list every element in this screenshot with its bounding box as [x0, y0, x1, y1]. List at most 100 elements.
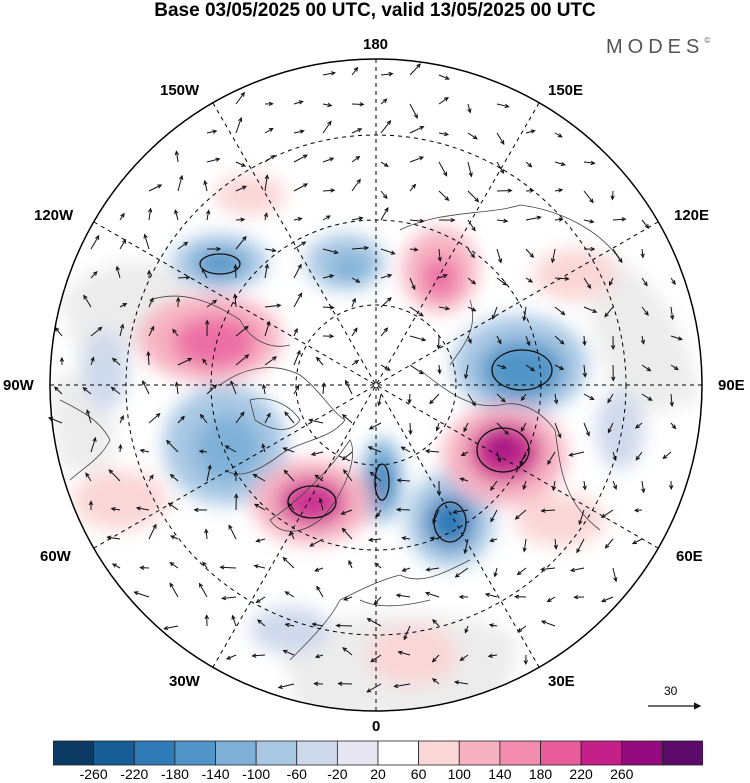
wind-vector: [254, 565, 266, 569]
wind-vector: [316, 357, 324, 366]
wind-vector: [467, 248, 475, 258]
wind-vector: [485, 593, 498, 598]
wind-vector: [293, 100, 303, 105]
wind-vector: [611, 190, 614, 200]
wind-vector: [342, 451, 353, 461]
wind-vector-head: [118, 443, 123, 449]
wind-vector: [525, 277, 533, 283]
map-disc-content: [50, 59, 702, 711]
wind-vector-head: [122, 238, 127, 244]
wind-vector-head: [335, 623, 341, 628]
colorbar-swatch: [255, 740, 298, 766]
wind-vector-head: [374, 562, 380, 568]
wind-vector: [148, 298, 154, 308]
wind-vector-head: [119, 323, 125, 329]
wind-vector: [496, 393, 506, 403]
wind-vector-head: [174, 209, 179, 215]
wind-vector-head: [435, 426, 440, 432]
colorbar-tick-label: -60: [286, 766, 307, 782]
wind-vector-head: [432, 619, 437, 624]
wind-vector-head: [169, 562, 175, 567]
wind-vector-head: [471, 279, 477, 285]
wind-vector-head: [152, 523, 157, 529]
colorbar-tick-label: -140: [201, 766, 230, 782]
colorbar-swatch: [336, 740, 379, 766]
wind-vector: [547, 451, 556, 465]
wind-vector-head: [163, 625, 169, 631]
wind-vector-head: [418, 312, 424, 317]
coastlines: [59, 204, 621, 661]
wind-vector-head: [388, 71, 394, 77]
wind-vector: [264, 155, 275, 163]
colorbar-tick-label: 20: [370, 766, 386, 782]
wind-vector-head: [133, 591, 139, 596]
lon-label-150w: 150W: [160, 82, 200, 99]
wind-vector-head: [340, 510, 346, 515]
wind-vector: [612, 480, 617, 490]
wind-vector: [314, 474, 324, 482]
wind-vector-head: [224, 445, 230, 450]
wind-vector: [206, 210, 210, 221]
wind-vector-head: [421, 337, 427, 342]
wind-vector: [226, 654, 237, 660]
wind-vector: [253, 473, 266, 482]
wind-vector: [460, 654, 469, 661]
colorbar-tick-label: 180: [528, 766, 553, 782]
wind-vector: [82, 387, 92, 395]
wind-vector: [119, 415, 124, 424]
wind-vector-head: [313, 681, 319, 686]
wind-vector-head: [253, 503, 260, 508]
wind-vector-head: [244, 354, 250, 359]
wind-vector-head: [240, 162, 247, 167]
wind-vector: [262, 444, 266, 453]
lon-label-90e: 90E: [718, 377, 745, 394]
wind-vector: [634, 509, 643, 511]
wind-vector: [525, 335, 530, 346]
wind-vector: [309, 538, 324, 547]
wind-vector-head: [175, 296, 181, 302]
wind-vector-head: [497, 339, 502, 345]
wind-vector: [409, 126, 424, 134]
wind-vector: [235, 185, 247, 192]
wind-vector-head: [396, 478, 402, 483]
wind-vector: [583, 306, 597, 313]
wind-vector: [90, 357, 95, 366]
wind-vector: [119, 303, 127, 308]
wind-vector-head: [387, 273, 393, 278]
wind-vector-head: [424, 591, 431, 596]
wind-vector-head: [295, 384, 300, 390]
wind-vector-head: [403, 635, 408, 641]
wind-vector-head: [315, 356, 321, 362]
wind-vector: [670, 364, 679, 371]
wind-vector: [453, 509, 469, 513]
wind-vector-head: [111, 563, 117, 568]
wind-vector: [112, 563, 121, 569]
wind-vector: [351, 128, 362, 134]
wind-vector-head: [644, 310, 649, 316]
wind-vector: [525, 130, 535, 134]
wind-vector: [554, 132, 563, 138]
wind-vector-head: [569, 567, 576, 573]
wind-vector: [641, 219, 649, 229]
wind-vector: [490, 538, 498, 542]
wind-vector-head: [467, 108, 472, 114]
wind-vector: [293, 183, 308, 192]
wind-vector: [90, 235, 100, 250]
wind-vector-head: [343, 596, 349, 601]
wind-vector-head: [529, 188, 535, 193]
wind-vector-head: [500, 397, 506, 403]
wind-vector-head: [390, 250, 396, 255]
wind-vector-head: [266, 412, 271, 418]
wind-vector-head: [585, 431, 590, 437]
wind-vector: [164, 625, 179, 630]
wind-vector: [607, 393, 614, 403]
wind-vector-head: [523, 660, 529, 666]
wind-vector-head: [444, 75, 450, 80]
wind-vector: [90, 327, 102, 337]
wind-vector: [570, 567, 585, 572]
wind-vector-head: [526, 341, 531, 347]
wind-vector-head: [369, 471, 375, 477]
wind-vector: [525, 216, 541, 221]
wind-vector: [612, 451, 617, 461]
wind-vector: [394, 683, 411, 687]
